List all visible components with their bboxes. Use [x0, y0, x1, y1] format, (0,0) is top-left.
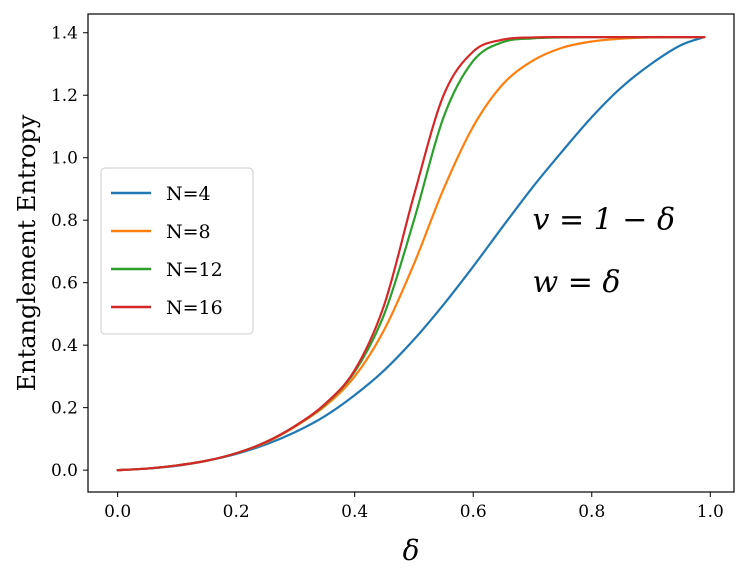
legend-entry: N=4 [166, 183, 211, 205]
y-tick-label: 1.4 [51, 24, 78, 44]
y-tick-label: 0.8 [51, 211, 78, 231]
y-tick-label: 1.2 [51, 86, 78, 106]
x-tick-label: 0.0 [104, 502, 131, 522]
series-lines [116, 35, 706, 472]
x-axis-ticks: 0.0 0.2 0.4 0.6 0.8 1.0 [104, 492, 724, 522]
legend-box [100, 167, 254, 335]
y-tick-label: 0.2 [51, 399, 78, 419]
annotations: v = 1 − δ w = δ [532, 203, 675, 300]
x-tick-label: 0.4 [341, 502, 368, 522]
x-tick-label: 0.8 [578, 502, 605, 522]
y-axis-ticks: 0.0 0.2 0.4 0.6 0.8 1.0 1.2 1.4 [51, 24, 88, 481]
y-tick-label: 1.0 [51, 149, 78, 169]
y-tick-label: 0.6 [51, 274, 78, 294]
x-tick-label: 0.2 [223, 502, 250, 522]
series-line-n-16 [116, 35, 706, 472]
legend-entry: N=16 [166, 297, 223, 319]
legend: N=4 N=8 N=12 N=16 [100, 167, 254, 335]
annotation-text: w = δ [532, 265, 620, 300]
y-axis-label: Entanglement Entropy [13, 114, 41, 391]
legend-entry: N=12 [166, 259, 223, 281]
x-axis-label: δ [403, 534, 420, 567]
legend-entry: N=8 [166, 221, 211, 243]
x-tick-label: 1.0 [697, 502, 724, 522]
x-tick-label: 0.6 [460, 502, 487, 522]
y-tick-label: 0.4 [51, 336, 78, 356]
annotation-text: v = 1 − δ [532, 203, 675, 238]
y-tick-label: 0.0 [51, 461, 78, 481]
plot-frame [87, 13, 735, 493]
